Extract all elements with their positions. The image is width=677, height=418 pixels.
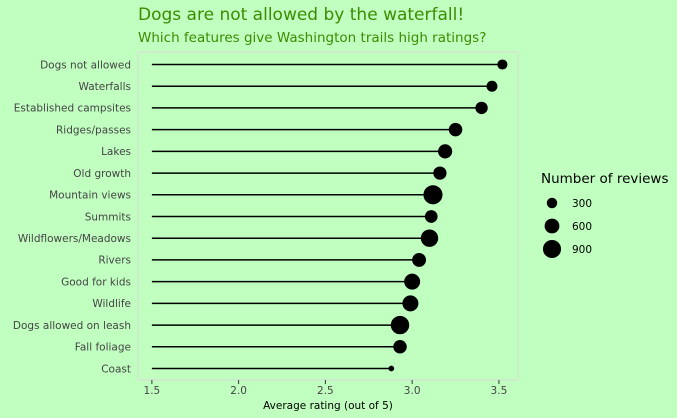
x-tick-label: 1.5 [144,385,161,397]
category-label: Dogs allowed on leash [13,320,131,332]
lollipop-point [404,273,421,290]
category-label: Waterfalls [79,81,131,93]
category-label: Mountain views [49,190,131,202]
chart-title: Dogs are not allowed by the waterfall! [138,5,464,25]
x-tick-label: 2.0 [230,385,247,397]
lollipop-point [393,340,407,354]
category-label: Old growth [73,168,131,180]
lollipop-point [402,295,419,312]
category-label: Wildflowers/Meadows [18,233,131,245]
category-label: Rivers [98,255,131,267]
category-label: Fall foliage [75,342,131,354]
category-label: Lakes [101,146,131,158]
lollipop-point [486,80,498,92]
chart-subtitle: Which features give Washington trails hi… [138,30,486,46]
lollipop-point [423,185,443,205]
category-label: Coast [101,363,131,375]
category-label: Established campsites [14,103,131,115]
x-axis-title: Average rating (out of 5) [263,400,393,412]
legend-title: Number of reviews [541,171,669,187]
legend-label: 600 [572,221,592,233]
legend-key [542,239,562,259]
legend-key [546,197,558,209]
category-label: Dogs not allowed [40,59,131,71]
lollipop-point [388,365,395,372]
lollipop-point [420,229,439,247]
lollipop-point [424,210,438,223]
lollipop-point [412,252,427,267]
lollipop-point [438,144,453,159]
legend-key [544,218,560,234]
lollipop-point [448,122,463,137]
lollipop-point [475,101,488,115]
x-axis: 1.5 2.0 2.5 3.0 3.5 [144,380,508,397]
size-legend: Number of reviews 300 600 900 [541,171,669,259]
category-label: Summits [85,211,131,223]
legend-label: 900 [572,244,592,256]
lollipop-point [390,315,410,335]
category-label: Ridges/passes [56,124,131,136]
x-tick-label: 2.5 [317,385,334,397]
legend-label: 300 [572,198,592,210]
category-labels: Dogs not allowed Waterfalls Established ca… [13,59,131,375]
x-tick-label: 3.0 [404,385,421,397]
lollipop-point [433,166,447,180]
lollipop-point [497,59,508,70]
plot-panel [137,51,519,381]
x-tick-label: 3.5 [491,385,508,397]
category-label: Good for kids [61,276,131,288]
category-label: Wildlife [92,298,131,310]
data-marks [151,59,508,372]
